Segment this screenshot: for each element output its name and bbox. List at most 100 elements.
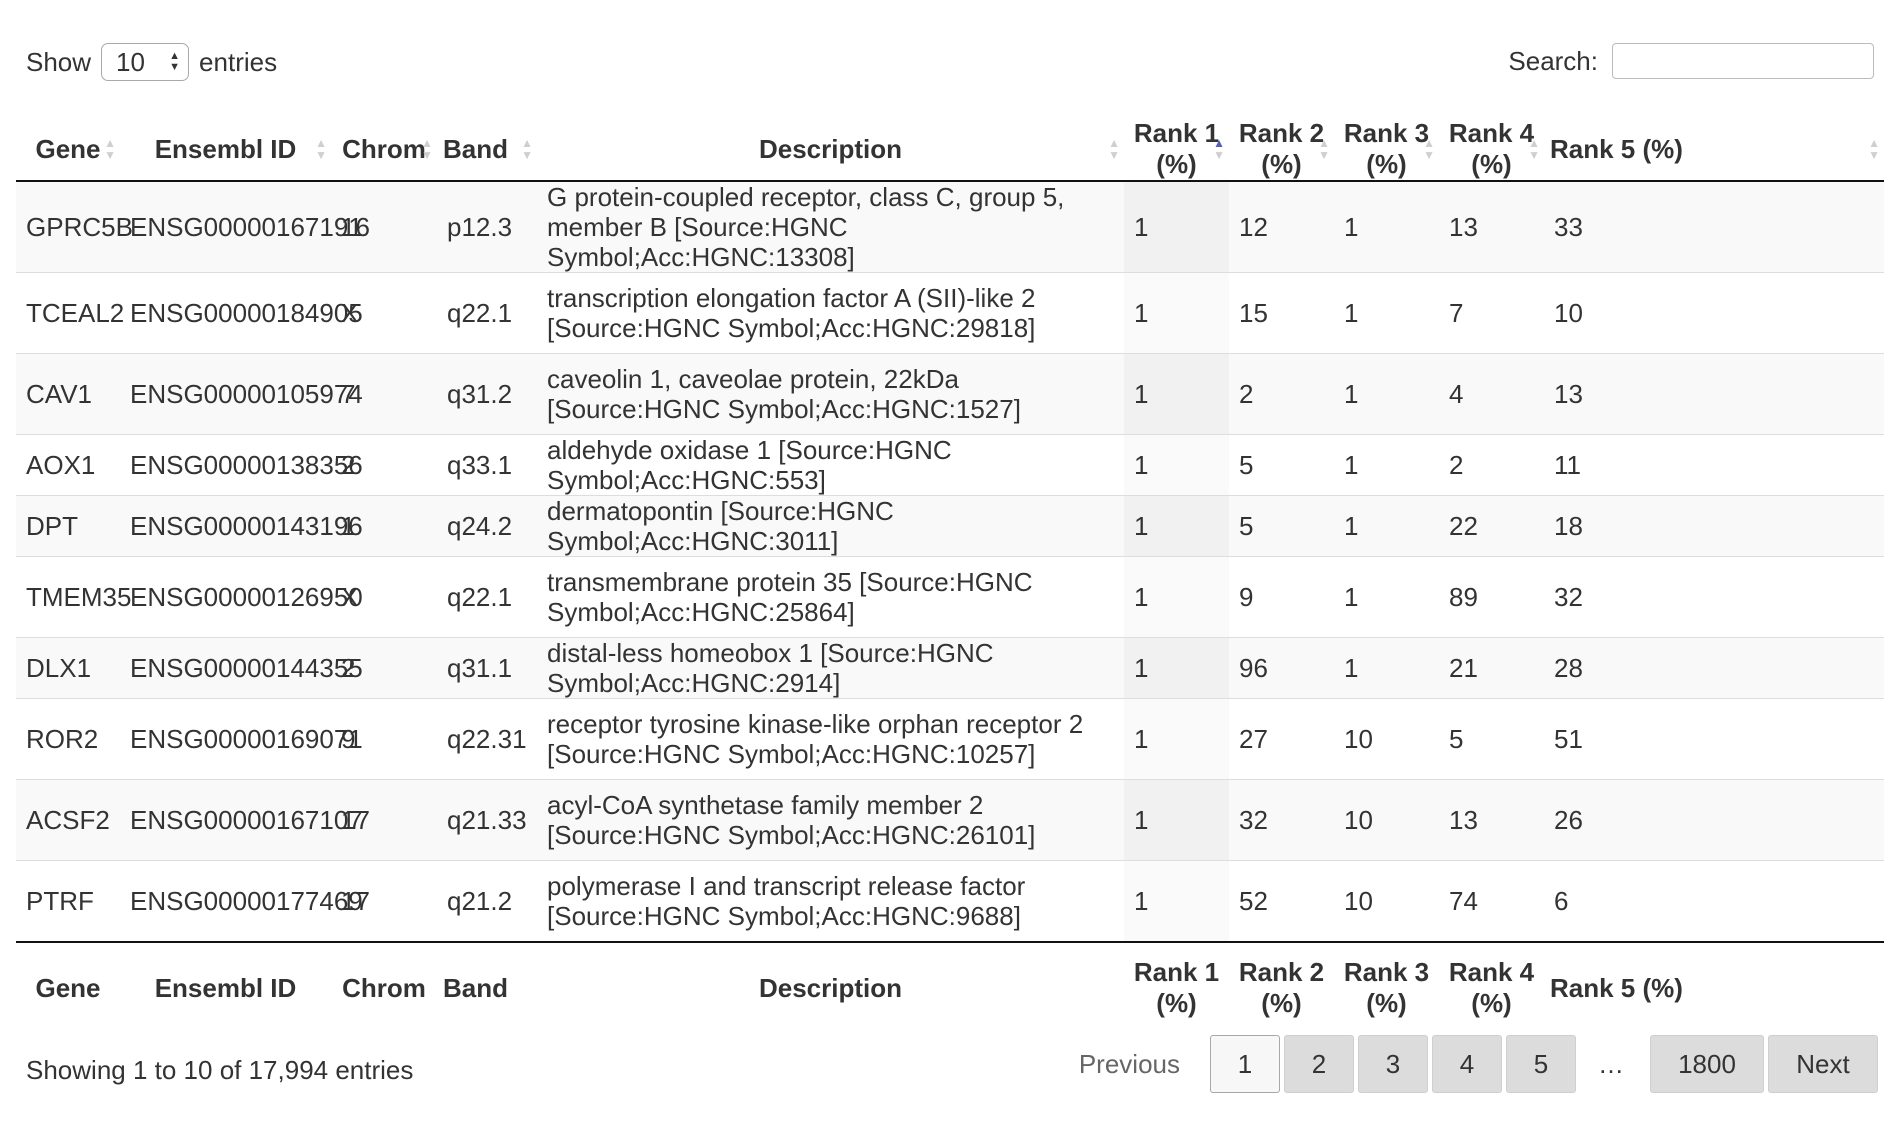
- cell-rank-4: 2: [1439, 434, 1544, 496]
- table-row[interactable]: AOX1 ENSG00000138356 2 q33.1 aldehyde oxidas…: [16, 434, 1884, 496]
- cell-ensembl-id: ENSG00000138356: [120, 434, 363, 496]
- previous-button[interactable]: Previous: [1078, 1048, 1180, 1079]
- cell-ensembl-id: ENSG00000184905: [120, 272, 363, 354]
- cell-rank-1: 1: [1124, 860, 1229, 942]
- cell-rank-4: 74: [1439, 860, 1544, 942]
- column-footer-rank-1: Rank 1 (%): [1124, 941, 1229, 1033]
- cell-rank-1: 1: [1124, 556, 1229, 638]
- cell-gene: ROR2: [16, 698, 120, 780]
- table-row[interactable]: GPRC5B ENSG00000167191 16 p12.3 G protein-co…: [16, 181, 1884, 273]
- column-header-label: Rank 3 (%): [1343, 118, 1430, 179]
- table-row[interactable]: DPT ENSG00000143196 1 q24.2 dermatopontin [S…: [16, 495, 1884, 557]
- column-header-label: Description: [758, 133, 903, 164]
- column-header-label: Chrom: [342, 133, 426, 164]
- cell-ensembl-id: ENSG00000167107: [120, 779, 363, 861]
- cell-ensembl-id: ENSG00000105974: [120, 353, 363, 435]
- column-header-rank-5[interactable]: Rank 5 (%) ▲ ▼: [1544, 118, 1884, 182]
- page-button-1[interactable]: 1: [1210, 1035, 1280, 1093]
- search-label: Search:: [1508, 45, 1598, 76]
- cell-rank-1: 1: [1124, 495, 1229, 557]
- table-row[interactable]: DLX1 ENSG00000144355 2 q31.1 distal-less hom…: [16, 637, 1884, 699]
- column-header-label: Ensembl ID: [154, 133, 297, 164]
- cell-rank-5: 33: [1544, 181, 1884, 273]
- column-header-rank-4[interactable]: Rank 4 (%) ▲ ▼: [1439, 118, 1544, 182]
- cell-gene: GPRC5B: [16, 181, 133, 273]
- cell-rank-5: 10: [1544, 272, 1884, 354]
- cell-description: distal-less homeobox 1 [Source:HGNC Symb…: [537, 637, 1124, 699]
- column-header-gene[interactable]: Gene ▲ ▼: [16, 118, 120, 182]
- cell-rank-4: 7: [1439, 272, 1544, 354]
- select-arrows-icon: ▲ ▼: [169, 50, 181, 73]
- next-button[interactable]: Next: [1768, 1035, 1878, 1093]
- cell-ensembl-id: ENSG00000143196: [120, 495, 363, 557]
- cell-rank-3: 10: [1334, 779, 1439, 861]
- column-header-band[interactable]: Band ▲ ▼: [437, 118, 537, 182]
- cell-gene: AOX1: [16, 434, 120, 496]
- cell-rank-2: 52: [1229, 860, 1334, 942]
- datatable-wrapper: Show 10 ▲ ▼ entries Search: Gene ▲ ▼ Ensem: [16, 0, 1884, 1113]
- table-row[interactable]: CAV1 ENSG00000105974 7 q31.2 caveolin 1, cav…: [16, 353, 1884, 435]
- table-row[interactable]: PTRF ENSG00000177469 17 q21.2 polymerase I a…: [16, 860, 1884, 942]
- column-header-label: Rank 4 (%): [1448, 118, 1535, 179]
- cell-rank-3: 1: [1334, 556, 1439, 638]
- column-header-rank-2[interactable]: Rank 2 (%) ▲ ▼: [1229, 118, 1334, 182]
- cell-ensembl-id: ENSG00000126950: [120, 556, 363, 638]
- cell-rank-2: 9: [1229, 556, 1334, 638]
- entries-per-page-select[interactable]: 10 ▲ ▼: [101, 43, 190, 81]
- cell-description: transmembrane protein 35 [Source:HGNC Sy…: [537, 556, 1124, 638]
- cell-rank-1: 1: [1124, 779, 1229, 861]
- column-header-chrom[interactable]: Chrom ▲ ▼: [331, 118, 437, 182]
- cell-band: q24.2: [437, 495, 537, 557]
- column-header-label: Rank 5 (%): [1550, 133, 1683, 164]
- cell-rank-2: 32: [1229, 779, 1334, 861]
- cell-band: q31.1: [437, 637, 537, 699]
- column-footer-description: Description: [537, 941, 1124, 1033]
- cell-rank-4: 13: [1439, 779, 1544, 861]
- table-row[interactable]: ROR2 ENSG00000169071 9 q22.31 receptor tyros…: [16, 698, 1884, 780]
- column-header-ensembl-id[interactable]: Ensembl ID ▲ ▼: [120, 118, 331, 182]
- cell-rank-3: 1: [1334, 272, 1439, 354]
- column-footer-rank-4: Rank 4 (%): [1439, 941, 1544, 1033]
- sort-arrows-icon: ▲ ▼: [521, 136, 533, 162]
- column-header-description[interactable]: Description ▲ ▼: [537, 118, 1124, 182]
- page-button-3[interactable]: 3: [1358, 1035, 1428, 1093]
- cell-rank-1: 1: [1124, 434, 1229, 496]
- cell-description: aldehyde oxidase 1 [Source:HGNC Symbol;A…: [537, 434, 1124, 496]
- cell-rank-5: 6: [1544, 860, 1884, 942]
- table-row[interactable]: ACSF2 ENSG00000167107 17 q21.33 acyl-CoA syn…: [16, 779, 1884, 861]
- column-footer-rank-5: Rank 5 (%): [1544, 941, 1884, 1033]
- entries-per-page-value: 10: [116, 46, 145, 77]
- cell-rank-4: 89: [1439, 556, 1544, 638]
- sort-arrows-icon: ▲ ▼: [1108, 136, 1120, 162]
- search-input[interactable]: [1612, 43, 1874, 79]
- column-header-rank-1[interactable]: Rank 1 (%) ▲ ▼: [1124, 118, 1229, 182]
- cell-rank-1: 1: [1124, 637, 1229, 699]
- cell-rank-5: 11: [1544, 434, 1884, 496]
- cell-rank-2: 12: [1229, 181, 1334, 273]
- cell-chrom: X: [331, 272, 437, 354]
- page-button-4[interactable]: 4: [1432, 1035, 1502, 1093]
- cell-band: p12.3: [437, 181, 537, 273]
- column-header-label: Rank 2 (%): [1238, 118, 1325, 179]
- cell-gene: TMEM35: [16, 556, 131, 638]
- cell-description: dermatopontin [Source:HGNC Symbol;Acc:HG…: [537, 495, 1124, 557]
- column-header-label: Band: [443, 133, 508, 164]
- page-button-5[interactable]: 5: [1506, 1035, 1576, 1093]
- sort-arrows-icon: ▲ ▼: [315, 136, 327, 162]
- page-button-last[interactable]: 1800: [1650, 1035, 1764, 1093]
- cell-rank-4: 21: [1439, 637, 1544, 699]
- cell-ensembl-id: ENSG00000144355: [120, 637, 363, 699]
- cell-band: q22.31: [437, 698, 537, 780]
- entries-label: entries: [199, 46, 278, 77]
- cell-gene: ACSF2: [16, 779, 120, 861]
- page-button-2[interactable]: 2: [1284, 1035, 1354, 1093]
- cell-rank-1: 1: [1124, 272, 1229, 354]
- cell-rank-2: 15: [1229, 272, 1334, 354]
- column-header-label: Rank 1 (%): [1133, 118, 1220, 179]
- cell-rank-2: 5: [1229, 495, 1334, 557]
- column-header-rank-3[interactable]: Rank 3 (%) ▲ ▼: [1334, 118, 1439, 182]
- cell-gene: DLX1: [16, 637, 120, 699]
- cell-rank-4: 22: [1439, 495, 1544, 557]
